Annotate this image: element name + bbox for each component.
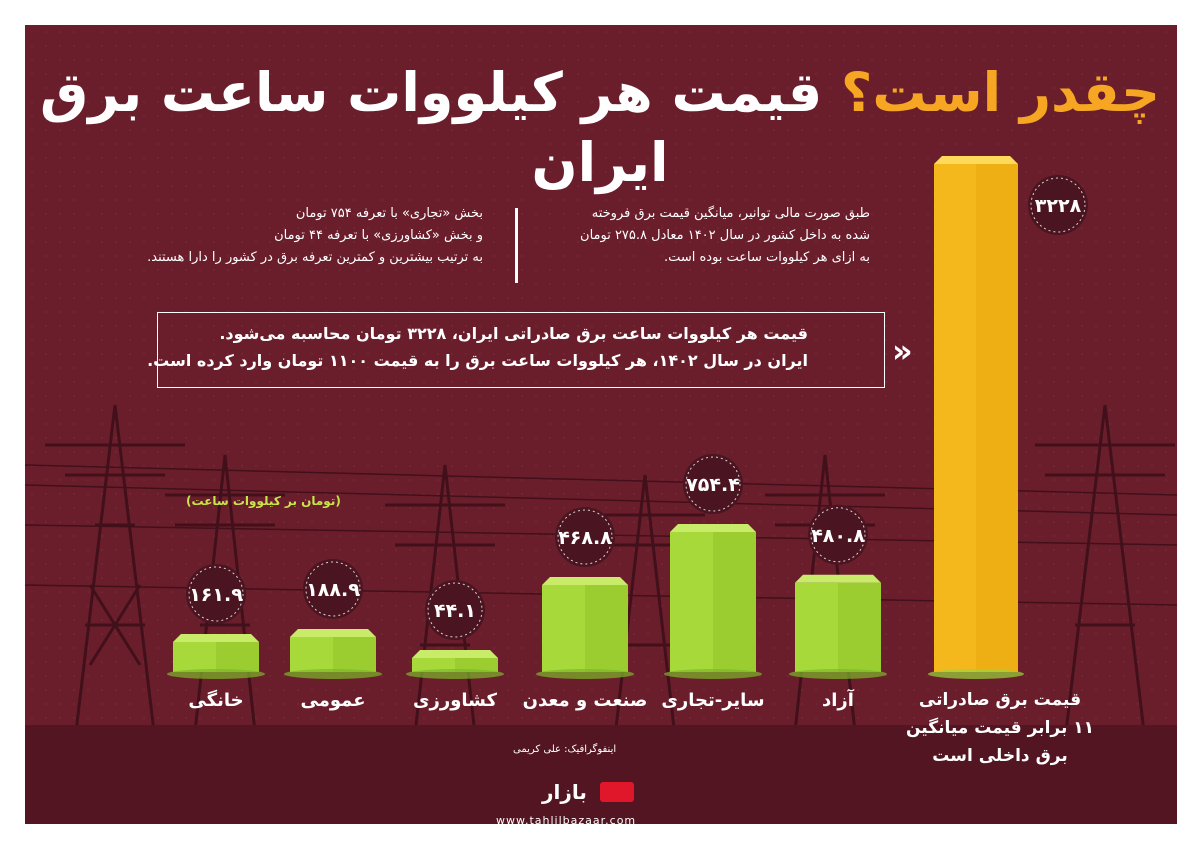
value-label: ۷۵۴.۴	[686, 474, 740, 496]
value-badge	[1028, 175, 1088, 235]
bar-top	[542, 577, 628, 586]
category-label: آزاد	[822, 688, 855, 711]
site-url: www.tahlilbazaar.com	[496, 814, 637, 827]
category-label: برق داخلی است	[932, 746, 1067, 766]
value-label: ۱۸۸.۹	[306, 579, 360, 601]
bar-top	[934, 156, 1018, 164]
power-towers-illustration	[25, 404, 1177, 824]
value-badge	[425, 580, 485, 640]
note-right-line: طبق صورت مالی توانیر، میانگین قیمت برق ف…	[591, 206, 870, 221]
bar-top	[670, 524, 756, 532]
logo-name: بازار	[542, 780, 587, 804]
value-label: ۴۸۰.۸	[811, 525, 865, 547]
note-left: بخش «تجاری» با تعرفه ۷۵۴ تومان و بخش «کش…	[147, 203, 483, 269]
category-label: ۱۱ برابر قیمت میانگین	[906, 717, 1094, 738]
title-main: قیمت هر کیلووات ساعت برق ایران	[39, 61, 823, 194]
category-label: کشاورزی	[413, 690, 497, 711]
value-label: ۳۲۲۸	[1035, 195, 1082, 217]
page-title: چقدر است؟ قیمت هر کیلووات ساعت برق ایران	[0, 58, 1200, 198]
bar-base	[928, 669, 1024, 679]
value-badge	[186, 563, 246, 624]
logo-mark-icon	[600, 782, 634, 802]
bar-shade	[838, 582, 881, 672]
bar-base	[536, 669, 634, 679]
bar-shade	[713, 532, 756, 672]
bar-top	[412, 650, 498, 658]
value-label: ۴۴.۱	[434, 600, 476, 622]
bar-shade	[976, 164, 1018, 672]
bar-shade	[455, 658, 498, 672]
bar-base	[789, 669, 887, 679]
note-right: طبق صورت مالی توانیر، میانگین قیمت برق ف…	[580, 203, 870, 269]
value-badge-ring	[427, 582, 483, 638]
bar-top	[290, 628, 376, 637]
callout-line: قیمت هر کیلووات ساعت برق صادراتی ایران، …	[219, 324, 808, 343]
value-badge	[808, 504, 868, 565]
bar-shade	[333, 636, 376, 672]
value-badge-ring	[685, 456, 741, 512]
bar-base	[664, 669, 762, 679]
bar-top	[795, 574, 881, 583]
category-label: صنعت و معدن	[523, 690, 648, 711]
value-label: ۴۶۸.۸	[558, 527, 612, 549]
category-label: خانگی	[188, 689, 243, 711]
bar-shade	[585, 585, 628, 672]
note-left-line: و بخش «کشاورزی» با تعرفه ۴۴ تومان	[274, 228, 483, 243]
callout-text: قیمت هر کیلووات ساعت برق صادراتی ایران، …	[147, 320, 808, 374]
note-right-line: به ازای هر کیلووات ساعت بوده است.	[663, 250, 870, 265]
title-highlight: چقدر است؟	[841, 61, 1161, 124]
value-label: ۱۶۱.۹	[189, 584, 243, 606]
value-badge	[555, 507, 615, 568]
bar-top	[173, 633, 259, 642]
bar-base	[284, 669, 382, 679]
callout-box	[157, 312, 885, 388]
note-divider	[515, 208, 518, 283]
value-badge-ring	[810, 507, 866, 563]
note-left-line: بخش «تجاری» با تعرفه ۷۵۴ تومان	[295, 206, 483, 221]
category-label: عمومی	[300, 690, 365, 711]
credit: اینفوگرافیک: علی کریمی	[513, 744, 617, 755]
category-label: قیمت برق صادراتی	[919, 690, 1081, 710]
note-left-line: به ترتیب بیشترین و کمترین تعرفه برق در ک…	[147, 250, 483, 265]
bar-shade	[216, 641, 259, 672]
category-label: سایر-تجاری	[661, 690, 764, 711]
value-badge-ring	[305, 561, 361, 617]
bar-base	[167, 669, 265, 679]
callout-line: ایران در سال ۱۴۰۲، هر کیلووات ساعت برق ر…	[147, 351, 808, 370]
value-badge-ring	[1030, 177, 1086, 233]
value-badge	[683, 454, 743, 514]
unit-label: (تومان بر کیلووات ساعت)	[186, 494, 341, 508]
note-right-line: شده به داخل کشور در سال ۱۴۰۲ معادل ۲۷۵.۸…	[580, 228, 870, 243]
value-badge-ring	[557, 509, 613, 565]
bar-base	[406, 669, 504, 679]
value-badge	[303, 558, 363, 619]
value-badge-ring	[188, 566, 244, 622]
